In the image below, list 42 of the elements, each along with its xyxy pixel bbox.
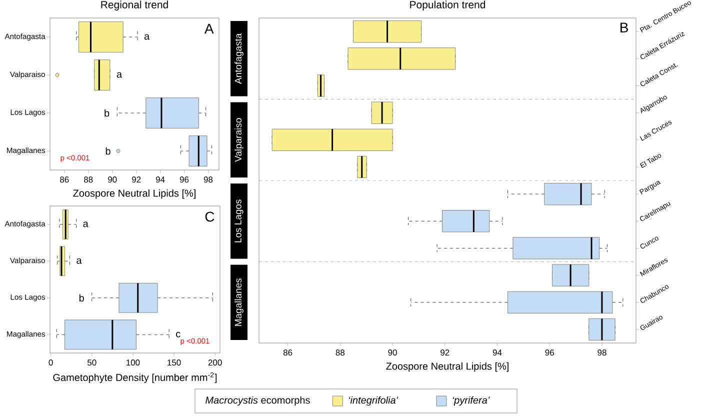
- legend-title: Macrocystis ecomorphs: [206, 396, 310, 406]
- x-axis-title: Zoospore Neutral Lipids [%]: [73, 189, 196, 199]
- annotation: b: [79, 294, 84, 302]
- x-tick-label: 90: [388, 350, 397, 356]
- annotation: b: [106, 147, 110, 155]
- annotation: B: [620, 22, 628, 32]
- annotation: A: [204, 24, 214, 34]
- x-tick-label: 200: [208, 360, 222, 366]
- x-tick-label: 90: [108, 176, 117, 183]
- y-axis-title: Valparaiso: [234, 118, 244, 162]
- x-tick-label: 94: [492, 350, 502, 356]
- x-tick-label: 94: [156, 176, 165, 183]
- y-axis-title: Magallanes: [234, 278, 244, 326]
- x-tick-label: 96: [180, 176, 189, 183]
- annotation: b: [104, 109, 110, 117]
- x-tick-label: 88: [84, 176, 93, 183]
- x-tick-label: 96: [545, 350, 554, 356]
- annotation: a: [83, 222, 88, 228]
- chart-title: Population trend: [410, 0, 486, 10]
- x-tick-label: 100: [126, 360, 140, 366]
- annotation: a: [76, 258, 82, 264]
- legend-label: ‘pyrifera’: [452, 396, 490, 406]
- x-tick-label: 86: [60, 176, 69, 183]
- y-axis-title: Los Lagos: [234, 200, 244, 242]
- legend-label: ‘integrifolia’: [349, 396, 398, 406]
- x-tick-label: 88: [336, 350, 345, 356]
- x-tick-label: 86: [283, 350, 292, 356]
- x-tick-label: 50: [88, 360, 96, 366]
- x-tick-label: 92: [132, 176, 141, 183]
- x-axis-title: Zoospore Neutral Lipids [%]: [386, 362, 508, 372]
- y-axis-title: Antofagasta: [234, 33, 244, 84]
- x-tick-label: 150: [168, 360, 181, 366]
- annotation: C: [205, 212, 214, 222]
- annotation: a: [144, 34, 150, 40]
- x-tick-label: 98: [204, 176, 213, 183]
- x-tick-label: 98: [598, 350, 606, 356]
- x-tick-label: 0: [48, 360, 53, 366]
- x-tick-label: 92: [440, 350, 450, 356]
- annotation: a: [116, 72, 122, 78]
- chart-title: Regional trend: [101, 0, 168, 10]
- annotation: c: [176, 332, 180, 338]
- x-axis-title: Gametophyte Density [number mm$^{-2}$]: [53, 372, 217, 384]
